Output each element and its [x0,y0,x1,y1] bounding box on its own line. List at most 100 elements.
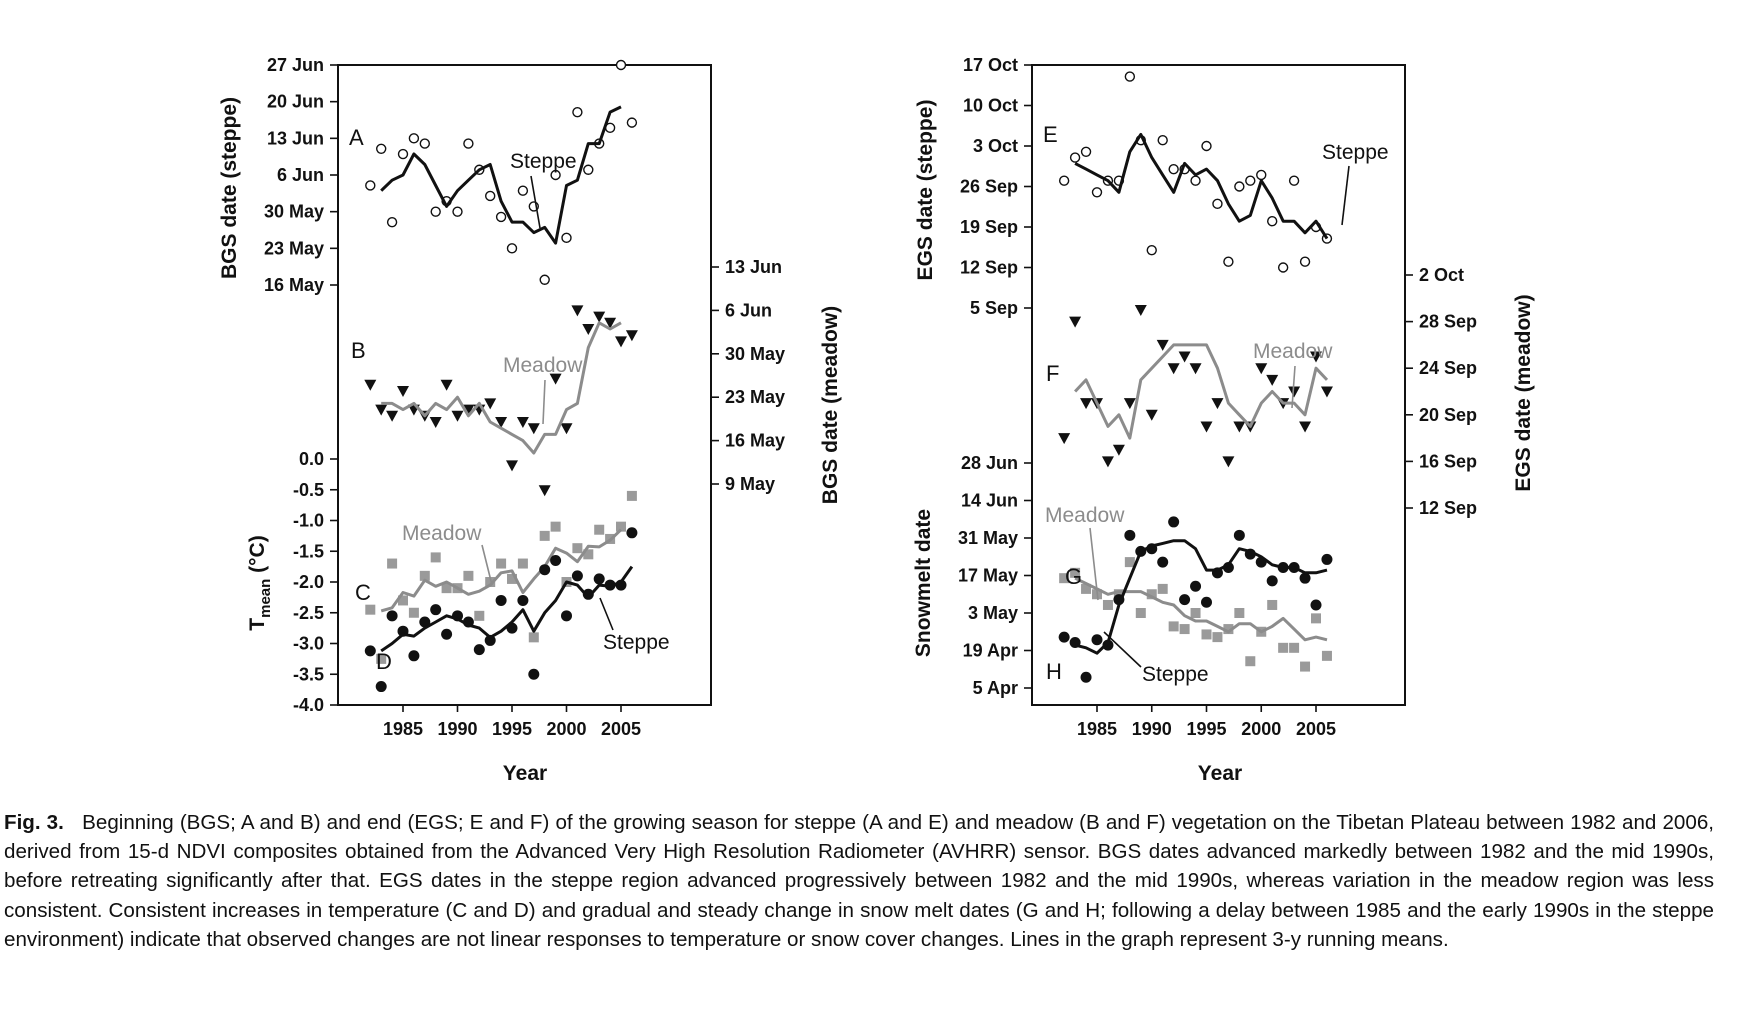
y-tick-label: 6 Jun [725,300,772,320]
bgs-meadow-point [429,417,442,428]
y-tick-label: 5 Sep [970,298,1018,318]
bgs-meadow-point [495,417,508,428]
egs-steppe-point [1212,198,1223,210]
snowmelt-meadow-point [1135,608,1146,618]
y-tick-label: 23 May [264,238,324,258]
bgs-steppe-point [397,148,409,160]
bgs-meadow-point [506,460,518,472]
egs-meadow-point [1167,363,1180,375]
bgs-meadow-point [516,417,529,428]
tmean-steppe-point [582,588,594,600]
bgs-meadow-running-mean-line [381,321,622,455]
egs-steppe-point [1266,216,1278,227]
y-tick-label: 12 Sep [960,258,1018,278]
bgs-meadow-point [364,379,377,391]
snowmelt-meadow-point [1223,624,1234,635]
egs-meadow-point [1211,398,1224,410]
bgs-steppe-point [485,190,496,202]
egs-meadow-point [1299,421,1312,433]
left-plot-frame [337,64,712,706]
egs-steppe-point [1201,140,1212,152]
bgs-steppe-axis: 16 May 23 May 30 May 6 Jun 13 Jun 20 Jun 27 Ju… [264,55,338,295]
tmean-steppe-point [626,527,638,539]
panel-label-b: B [351,338,366,363]
left-x-axis: 1985 1990 1995 2000 2005 [383,705,641,739]
egs-meadow-point [1112,444,1125,456]
bgs-steppe-point [583,164,594,175]
tmean-meadow-point [376,653,387,664]
snowmelt-steppe-point [1168,516,1180,528]
bgs-steppe-point [408,133,420,144]
bgs-meadow-point [484,398,497,410]
series-label-steppe-e: Steppe [1322,141,1389,164]
tmean-axis: -4.0 -3.5 -3.0 -2.5 -2.0 -1.5 -1.0 -0.5 0.0 [293,449,338,715]
bgs-meadow-axis: 9 May 16 May 23 May 30 May 6 Jun 13 Jun [711,257,785,494]
snowmelt-meadow-point [1300,661,1311,672]
tmean-axis-title: Tmean (°C) [246,535,274,630]
egs-meadow-axis: 12 Sep 16 Sep 20 Sep 24 Sep 28 Sep 2 Oct [1405,265,1477,518]
egs-meadow-point [1080,398,1093,410]
egs-meadow-point [1178,351,1191,363]
tmean-meadow-point [626,490,637,501]
egs-meadow-point [1222,456,1235,468]
snowmelt-meadow-point [1124,557,1135,568]
bgs-steppe-point [376,143,387,155]
snowmelt-axis-title: Snowmelt date [912,509,935,657]
y-tick-label: 16 May [725,431,785,451]
y-tick-label: 24 Sep [1419,358,1477,378]
egs-steppe-point [1288,175,1300,186]
tmean-meadow-point [528,632,539,643]
snowmelt-steppe-point [1102,639,1114,651]
snowmelt-steppe-point [1310,599,1322,611]
bgs-steppe-point [386,216,398,228]
egs-steppe-point [1146,244,1157,256]
snowmelt-meadow-point [1234,608,1245,618]
egs-meadow-point [1255,363,1268,375]
left-plot-area [364,59,638,693]
y-tick-label: 20 Jun [267,92,324,112]
snowmelt-steppe-point [1179,594,1191,606]
y-tick-label: 27 Jun [267,55,324,75]
y-tick-label: -1.5 [293,541,324,561]
egs-meadow-point [1069,316,1082,328]
egs-meadow-point [1145,409,1158,421]
snowmelt-meadow-point [1267,599,1278,610]
snowmelt-steppe-point [1201,596,1212,608]
y-tick-label: 19 Sep [960,217,1018,237]
egs-steppe-point [1245,175,1256,186]
y-tick-label: -3.5 [293,664,324,684]
right-plot-area [1058,71,1333,683]
y-tick-label: 13 Jun [725,257,782,277]
tmean-steppe-point [495,594,507,606]
y-tick-label: 2 Oct [1419,265,1464,285]
series-label-steppe-d: Steppe [603,631,670,654]
y-tick-label: 19 Apr [963,641,1018,661]
panel-label-c: C [355,580,371,605]
right-panel: 1985 1990 1995 2000 2005 Year 5 Sep 12 Sep 19 … [912,55,1535,785]
y-tick-label: -2.5 [293,603,324,623]
series-label-steppe-a: Steppe [510,150,577,173]
y-tick-label: 16 Sep [1419,451,1477,471]
egs-steppe-point [1168,163,1179,175]
figure-caption-label: Fig. 3. [4,811,64,834]
bgs-steppe-point [495,211,507,223]
x-tick-label: 1995 [1186,719,1226,739]
bgs-meadow-point [560,423,573,435]
bgs-meadow-axis-title: BGS date (meadow) [819,306,842,504]
panel-label-g: G [1065,564,1082,589]
tmean-meadow-point [408,607,419,618]
snowmelt-steppe-point [1266,575,1278,587]
egs-steppe-point [1223,256,1234,267]
y-tick-label: 26 Sep [960,177,1018,197]
right-x-axis: 1985 1990 1995 2000 2005 [1077,705,1336,739]
x-tick-label: 2005 [601,719,641,739]
bgs-steppe-point [365,180,376,191]
tmean-meadow-point [517,558,528,569]
bgs-steppe-point [517,185,529,196]
tmean-meadow-point [594,524,605,535]
bgs-meadow-point [397,386,409,397]
bgs-steppe-point [572,106,583,118]
egs-meadow-point [1310,351,1322,363]
tmean-steppe-point [441,628,453,640]
egs-meadow-point [1058,433,1071,445]
